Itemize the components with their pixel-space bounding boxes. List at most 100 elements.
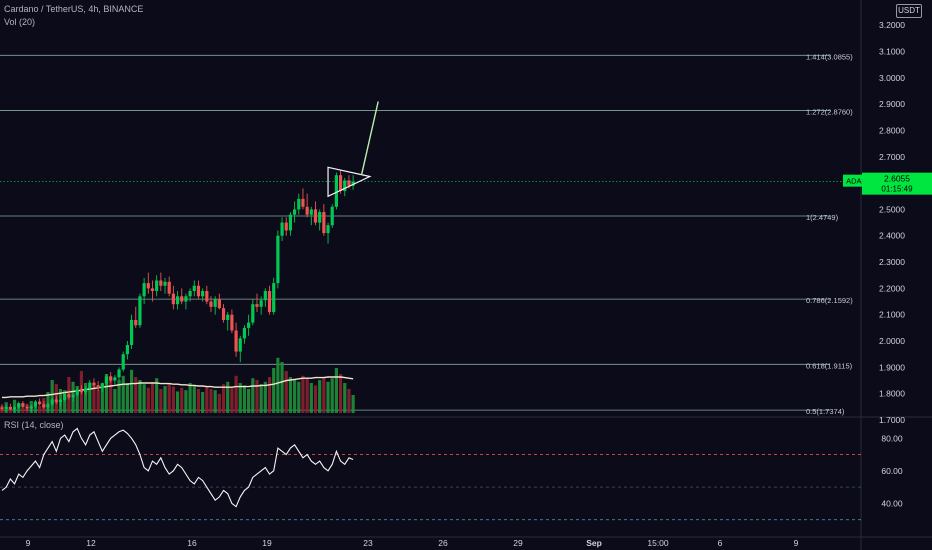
candle-body: [104, 376, 109, 384]
price-tick-label: 1.8000: [879, 389, 905, 399]
candle-body: [12, 407, 17, 410]
candle-body: [50, 399, 54, 405]
candle-body: [38, 401, 42, 405]
volume-bar: [351, 395, 355, 413]
candle-body: [213, 298, 217, 307]
volume-bar: [247, 389, 251, 413]
fib-label: 1.272(2.8760): [806, 107, 853, 116]
candle-body: [318, 212, 322, 223]
candle-body: [163, 281, 167, 286]
triangle-pattern: [327, 166, 372, 198]
volume-bar: [113, 389, 117, 413]
candle-body: [326, 225, 330, 234]
volume-bar: [125, 383, 129, 413]
time-tick-label: 9: [794, 538, 799, 548]
volume-bar: [150, 381, 155, 413]
candle-body: [284, 222, 288, 231]
price-tick-label: 2.7000: [879, 152, 905, 162]
candle-body: [46, 404, 50, 408]
candle-body: [293, 209, 297, 215]
candle-body: [238, 338, 242, 352]
candle-body: [230, 314, 234, 331]
rsi-line: [1, 427, 354, 508]
candle-body: [267, 291, 272, 313]
volume-bar: [217, 393, 221, 413]
volume-bar: [134, 377, 138, 413]
candle-body: [251, 304, 255, 323]
volume-bar: [213, 390, 217, 413]
volume-indicator-label[interactable]: Vol (20): [4, 17, 36, 27]
volume-bar: [293, 380, 297, 413]
candle-body: [242, 327, 247, 339]
time-axis[interactable]: 9 12 16 19 23 26 29 Sep 15:00 6 9: [26, 538, 799, 548]
rsi-tick-label: 40.00: [881, 498, 903, 508]
candle-body: [129, 319, 134, 345]
volume-bar: [326, 381, 330, 413]
rsi-indicator-label[interactable]: RSI (14, close): [4, 420, 64, 430]
volume-bar: [50, 380, 54, 413]
volume-bar: [330, 378, 334, 413]
candle-body: [297, 198, 301, 210]
candle-body: [25, 406, 29, 409]
currency-badge[interactable]: USDT: [896, 4, 922, 18]
volume-bar: [184, 390, 188, 413]
candle-body: [21, 403, 25, 407]
candle-body: [301, 198, 305, 207]
fib-label: 0.5(1.7374): [806, 407, 845, 416]
volume-bar: [226, 381, 230, 413]
volume-bar: [251, 378, 255, 413]
candle-body: [109, 376, 113, 381]
volume-bar: [75, 386, 79, 413]
volume-bar: [142, 384, 146, 413]
volume-bar: [288, 377, 293, 413]
volume-bar: [221, 384, 226, 413]
volume-bar: [138, 380, 142, 413]
projection-line: [360, 101, 379, 176]
volume-bar: [347, 389, 351, 413]
candle-body: [234, 330, 238, 352]
candle-body: [334, 175, 338, 207]
candle-body: [96, 385, 100, 388]
price-axis[interactable]: 3.2000 3.1000 3.0000 2.9000 2.8000 2.7000 2.50…: [879, 20, 905, 425]
volume-bar: [309, 383, 313, 413]
candle-body: [188, 291, 192, 297]
volume-bar: [305, 378, 309, 413]
candle-body: [146, 283, 150, 289]
volume-bar: [238, 383, 242, 413]
candle-body: [134, 319, 138, 326]
candle-body: [338, 175, 343, 191]
price-tick-label: 2.1000: [879, 310, 905, 320]
candle-body: [8, 406, 12, 410]
volume-bar: [175, 391, 180, 413]
candle-body: [196, 285, 201, 297]
candle-body: [288, 214, 293, 231]
volume-bar: [159, 389, 163, 413]
candle-body: [29, 406, 33, 409]
candle-body: [138, 296, 142, 326]
volume-bar: [180, 387, 184, 413]
price-tick-label: 1.7000: [879, 415, 905, 425]
candle-body: [17, 403, 21, 408]
time-tick-label: 12: [86, 538, 96, 548]
candle-body: [205, 291, 209, 302]
volume-bar: [96, 390, 100, 413]
volume-bar: [33, 403, 38, 413]
volume-bar: [88, 387, 92, 413]
price-tick-label: 2.9000: [879, 99, 905, 109]
candle-body: [309, 209, 313, 215]
candle-body: [351, 181, 355, 186]
volume-bar: [276, 357, 280, 413]
candle-body: [167, 281, 171, 294]
volume-bar: [280, 362, 284, 413]
fib-label: 1(2.4749): [806, 213, 839, 222]
time-tick-label: 9: [26, 538, 31, 548]
volume-bar: [92, 385, 96, 413]
candle-body: [33, 401, 38, 407]
candle-body: [343, 180, 347, 191]
candle-body: [42, 404, 46, 408]
candle-body: [272, 283, 276, 313]
candle-body: [347, 180, 351, 186]
volume-bar: [322, 377, 326, 413]
